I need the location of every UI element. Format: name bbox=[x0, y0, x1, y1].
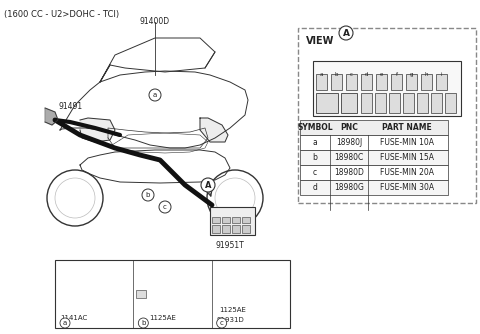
FancyBboxPatch shape bbox=[242, 225, 250, 233]
Text: a: a bbox=[153, 92, 157, 98]
Circle shape bbox=[149, 89, 161, 101]
Text: c: c bbox=[313, 168, 317, 177]
FancyBboxPatch shape bbox=[300, 165, 448, 180]
Circle shape bbox=[138, 318, 148, 328]
Polygon shape bbox=[216, 290, 235, 312]
Text: d: d bbox=[312, 183, 317, 192]
Text: 18980G: 18980G bbox=[334, 183, 364, 192]
FancyBboxPatch shape bbox=[300, 180, 448, 195]
Text: 91491: 91491 bbox=[58, 102, 82, 111]
Text: e: e bbox=[380, 72, 383, 77]
FancyBboxPatch shape bbox=[242, 217, 250, 223]
FancyBboxPatch shape bbox=[136, 290, 146, 298]
Text: PART NAME: PART NAME bbox=[382, 123, 432, 132]
Text: b: b bbox=[335, 72, 338, 77]
Circle shape bbox=[201, 178, 215, 192]
FancyBboxPatch shape bbox=[232, 217, 240, 223]
Polygon shape bbox=[200, 118, 228, 142]
Text: a: a bbox=[320, 72, 323, 77]
Text: i: i bbox=[441, 72, 442, 77]
FancyBboxPatch shape bbox=[346, 74, 357, 90]
Text: A: A bbox=[343, 28, 349, 37]
Circle shape bbox=[216, 318, 227, 328]
Text: 91951T: 91951T bbox=[215, 241, 244, 250]
Text: b: b bbox=[141, 320, 145, 326]
FancyBboxPatch shape bbox=[222, 225, 230, 233]
Circle shape bbox=[159, 201, 171, 213]
Text: VIEW: VIEW bbox=[306, 36, 335, 46]
Text: c: c bbox=[163, 204, 167, 210]
Text: c: c bbox=[350, 72, 353, 77]
Text: 18980C: 18980C bbox=[335, 153, 364, 162]
Text: A: A bbox=[205, 180, 211, 189]
FancyBboxPatch shape bbox=[212, 217, 220, 223]
FancyBboxPatch shape bbox=[421, 74, 432, 90]
FancyBboxPatch shape bbox=[313, 61, 461, 116]
FancyBboxPatch shape bbox=[376, 74, 387, 90]
FancyBboxPatch shape bbox=[210, 207, 255, 235]
Text: d: d bbox=[365, 72, 368, 77]
Text: 1141AC: 1141AC bbox=[60, 315, 87, 321]
FancyBboxPatch shape bbox=[316, 74, 327, 90]
Text: (1600 CC - U2>DOHC - TCI): (1600 CC - U2>DOHC - TCI) bbox=[4, 10, 119, 19]
Text: c: c bbox=[220, 320, 224, 326]
FancyBboxPatch shape bbox=[361, 74, 372, 90]
Polygon shape bbox=[45, 108, 58, 125]
Text: b: b bbox=[312, 153, 317, 162]
FancyBboxPatch shape bbox=[406, 74, 417, 90]
FancyBboxPatch shape bbox=[300, 120, 448, 135]
Text: h: h bbox=[425, 72, 428, 77]
Text: 91400D: 91400D bbox=[140, 17, 170, 26]
FancyBboxPatch shape bbox=[389, 93, 400, 113]
FancyBboxPatch shape bbox=[232, 225, 240, 233]
Text: g: g bbox=[410, 72, 413, 77]
FancyBboxPatch shape bbox=[222, 217, 230, 223]
Text: a: a bbox=[312, 138, 317, 147]
Text: FUSE-MIN 30A: FUSE-MIN 30A bbox=[380, 183, 434, 192]
Text: b: b bbox=[146, 192, 150, 198]
FancyBboxPatch shape bbox=[341, 93, 357, 113]
Circle shape bbox=[60, 318, 70, 328]
Circle shape bbox=[142, 189, 154, 201]
FancyBboxPatch shape bbox=[361, 93, 372, 113]
Text: 1125AE: 1125AE bbox=[149, 315, 176, 321]
FancyBboxPatch shape bbox=[331, 74, 342, 90]
Circle shape bbox=[339, 26, 353, 40]
FancyBboxPatch shape bbox=[431, 93, 442, 113]
FancyBboxPatch shape bbox=[403, 93, 414, 113]
FancyBboxPatch shape bbox=[300, 135, 448, 150]
Text: 91931D: 91931D bbox=[216, 317, 244, 323]
Text: a: a bbox=[63, 320, 67, 326]
Text: 1125AE: 1125AE bbox=[220, 307, 247, 313]
Text: f: f bbox=[396, 72, 397, 77]
Polygon shape bbox=[80, 118, 115, 142]
FancyBboxPatch shape bbox=[417, 93, 428, 113]
FancyBboxPatch shape bbox=[445, 93, 456, 113]
Text: FUSE-MIN 10A: FUSE-MIN 10A bbox=[380, 138, 434, 147]
FancyBboxPatch shape bbox=[436, 74, 447, 90]
FancyBboxPatch shape bbox=[391, 74, 402, 90]
FancyBboxPatch shape bbox=[300, 150, 448, 165]
Text: FUSE-MIN 15A: FUSE-MIN 15A bbox=[380, 153, 434, 162]
Text: 18980D: 18980D bbox=[334, 168, 364, 177]
FancyBboxPatch shape bbox=[55, 260, 290, 328]
FancyBboxPatch shape bbox=[298, 28, 476, 203]
FancyBboxPatch shape bbox=[316, 93, 338, 113]
Text: SYMBOL: SYMBOL bbox=[297, 123, 333, 132]
FancyBboxPatch shape bbox=[375, 93, 386, 113]
Text: FUSE-MIN 20A: FUSE-MIN 20A bbox=[380, 168, 434, 177]
Text: 18980J: 18980J bbox=[336, 138, 362, 147]
Text: PNC: PNC bbox=[340, 123, 358, 132]
FancyBboxPatch shape bbox=[212, 225, 220, 233]
